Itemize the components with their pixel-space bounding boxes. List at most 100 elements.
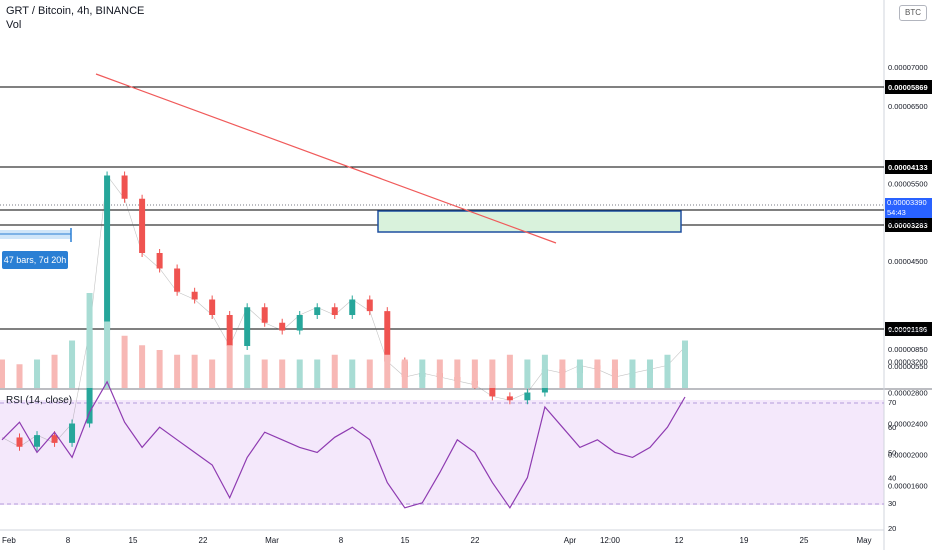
volume-bar xyxy=(209,359,216,388)
time-axis-tick: Feb xyxy=(2,536,16,545)
volume-bar xyxy=(594,359,601,388)
volume-bar xyxy=(314,359,321,388)
level-price-label: 0.00001186 xyxy=(888,325,927,334)
candle-body xyxy=(191,291,198,300)
candle-body xyxy=(16,437,23,447)
volume-bar xyxy=(261,359,268,388)
level-price-box xyxy=(885,322,932,336)
volume-bar xyxy=(454,359,461,388)
volume-axis-tick: 0.00000550 xyxy=(888,362,928,371)
volume-bar xyxy=(524,359,531,388)
current-price-value: 0.00003390 xyxy=(887,198,927,207)
volume-bar xyxy=(296,359,303,388)
candle-body xyxy=(279,322,286,331)
current-price-box: 0.00003390 54:43 xyxy=(885,198,932,218)
volume-bar xyxy=(349,359,356,388)
candle-body xyxy=(296,315,303,331)
candle-body xyxy=(226,315,233,346)
symbol-title[interactable]: GRT / Bitcoin, 4h, BINANCE xyxy=(6,5,145,17)
price-axis-tick: 0.00002000 xyxy=(888,451,928,460)
price-axis-tick: 0.00001600 xyxy=(888,482,928,491)
volume-bar xyxy=(436,359,443,388)
volume-bar xyxy=(384,354,391,388)
volume-bar xyxy=(121,335,128,388)
volume-bar xyxy=(244,354,251,388)
volume-bar xyxy=(104,321,111,388)
volume-bar xyxy=(664,354,671,388)
rsi-axis-tick: 40 xyxy=(888,474,896,483)
rsi-axis-tick: 30 xyxy=(888,499,896,508)
candle-body xyxy=(384,311,391,362)
volume-axis-tick: 0.00000850 xyxy=(888,345,928,354)
candle-body xyxy=(139,198,146,253)
candle-body xyxy=(524,392,531,401)
price-axis-tick: 0.00005000 xyxy=(888,218,928,227)
candle-body xyxy=(121,175,128,199)
volume-bar xyxy=(682,340,688,388)
price-axis-tick: 0.00007000 xyxy=(888,63,928,72)
level-price-box xyxy=(885,218,932,232)
candle-body xyxy=(331,307,338,315)
level-price-box xyxy=(885,160,932,174)
volume-label: Vol xyxy=(6,19,22,31)
current-price-countdown: 54:43 xyxy=(887,208,906,217)
candle-body xyxy=(34,435,41,447)
volume-bar xyxy=(646,359,653,388)
volume-bar xyxy=(541,354,548,388)
volume-bar xyxy=(69,340,76,388)
volume-bar xyxy=(489,359,496,388)
volume-bar xyxy=(366,359,373,388)
volume-bar xyxy=(419,359,426,388)
level-price-label: 0.00003283 xyxy=(888,221,928,230)
volume-bar xyxy=(629,359,636,388)
candle-body xyxy=(69,423,76,443)
candle-body xyxy=(261,307,268,323)
candle-body xyxy=(489,384,496,397)
volume-bar xyxy=(51,354,58,388)
volume-bar xyxy=(611,359,618,388)
trendline xyxy=(95,73,557,244)
volume-bar xyxy=(559,359,566,388)
price-axis-tick: 0.00003600 xyxy=(888,327,928,336)
candle-body xyxy=(314,307,321,315)
level-price-label: 0.00004133 xyxy=(888,163,928,172)
time-axis-tick: 15 xyxy=(401,536,410,545)
rsi-axis-tick: 20 xyxy=(888,524,896,533)
level-price-label: 0.00005869 xyxy=(888,83,928,92)
volume-bar xyxy=(576,359,583,388)
volume-bar xyxy=(139,345,146,388)
volume-bar xyxy=(156,350,163,388)
volume-bar xyxy=(226,345,233,388)
rsi-label[interactable]: RSI (14, close) xyxy=(6,395,73,406)
measure-label: 47 bars, 7d 20h xyxy=(2,251,68,269)
time-axis-tick: 25 xyxy=(800,536,809,545)
volume-bar xyxy=(279,359,286,388)
time-axis-tick: 12 xyxy=(675,536,684,545)
currency-badge[interactable]: BTC xyxy=(899,5,927,21)
volume-bar xyxy=(174,354,181,388)
time-axis-tick: Apr xyxy=(564,536,577,545)
candle-body xyxy=(349,299,356,315)
candle-body xyxy=(156,253,163,269)
rsi-axis-tick: 50 xyxy=(888,448,896,457)
rsi-axis-tick: 60 xyxy=(888,423,896,432)
price-axis-tick: 0.00002400 xyxy=(888,420,928,429)
price-axis-tick: 0.00003200 xyxy=(888,358,928,367)
price-axis-tick: 0.00002800 xyxy=(888,389,928,398)
price-axis-tick: 0.00005500 xyxy=(888,179,928,188)
price-axis-tick: 0.00006500 xyxy=(888,102,928,111)
time-axis-tick: 22 xyxy=(471,536,480,545)
candle-body xyxy=(51,435,58,443)
candle-body xyxy=(506,396,513,401)
time-axis-tick: 8 xyxy=(339,536,344,545)
volume-bar xyxy=(34,359,41,388)
time-axis-tick: 22 xyxy=(199,536,208,545)
volume-bar xyxy=(191,354,198,388)
time-axis-tick: 12:00 xyxy=(600,536,621,545)
volume-bar xyxy=(471,359,478,388)
volume-bar xyxy=(506,354,513,388)
volume-bar xyxy=(331,354,338,388)
candle-body xyxy=(209,299,216,315)
